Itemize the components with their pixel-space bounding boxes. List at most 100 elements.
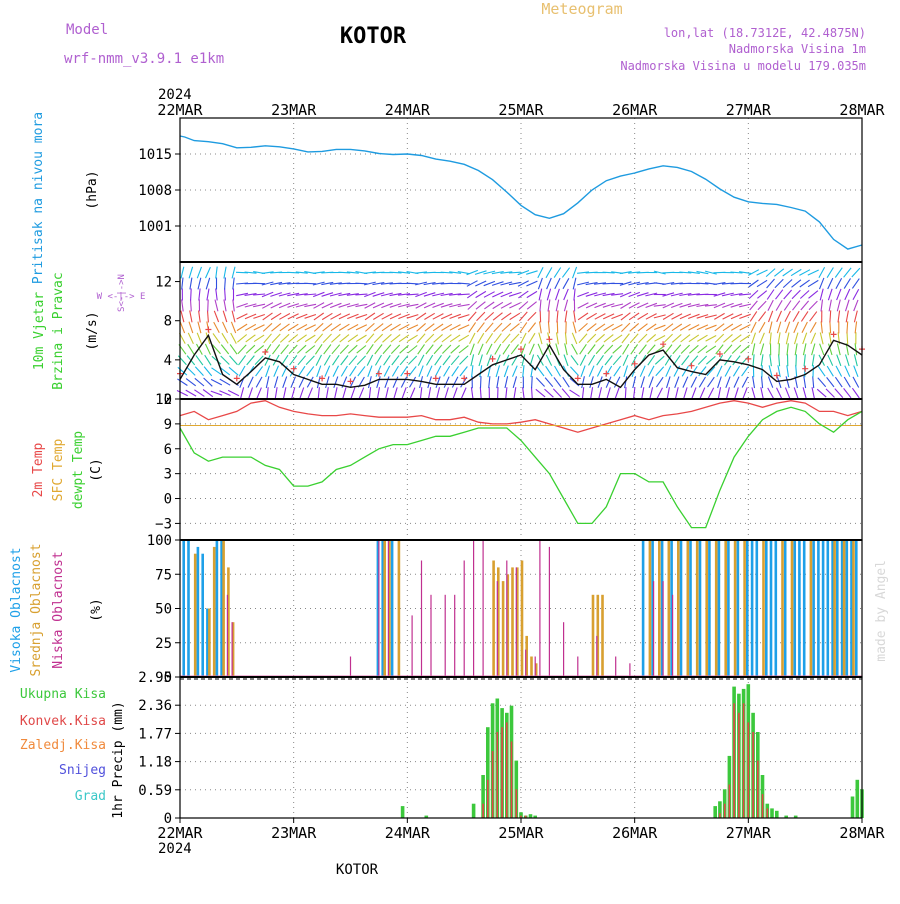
wind-arrow <box>750 311 757 321</box>
wind-arrow <box>706 356 715 364</box>
wind-arrow <box>452 366 459 376</box>
y-tick-label: 25 <box>155 636 172 652</box>
wind-arrow <box>393 377 398 388</box>
wind-arrow <box>349 356 357 365</box>
wind-arrow <box>247 356 255 365</box>
wind-arrow <box>523 365 524 377</box>
wind-arrow <box>623 344 629 354</box>
wind-arrow <box>538 278 542 289</box>
y-tick-label: 3 <box>164 467 172 483</box>
wind-arrow <box>614 366 621 376</box>
wind-arrow <box>416 313 426 320</box>
wind-arrow <box>801 311 808 321</box>
wind-arrow <box>625 387 626 399</box>
wind-arrow <box>256 377 262 388</box>
wind-arrow <box>391 345 399 354</box>
wind-arrow <box>503 344 510 354</box>
time-label-bottom: 25MAR <box>498 824 544 842</box>
wind-arrow <box>557 332 559 344</box>
y-tick-label: 4 <box>164 353 172 369</box>
wind-arrow <box>655 336 666 342</box>
station-title: KOTOR <box>340 24 407 49</box>
wind-arrow <box>528 312 536 321</box>
cloud-bar <box>563 622 564 677</box>
cloud-bar <box>746 540 749 677</box>
cloud-bar <box>843 540 846 677</box>
wind-arrow <box>809 301 817 310</box>
wind-arrow <box>257 388 262 399</box>
wind-arrow <box>742 366 749 376</box>
pressure-label: Pritisak na nivou mora <box>31 112 46 284</box>
meteogram-label: Meteogram <box>541 0 622 18</box>
wind-arrow <box>399 335 409 342</box>
wind-arrow <box>290 355 297 365</box>
cloud-bar <box>592 595 595 677</box>
wind-arrow <box>786 322 790 333</box>
wind-arrow <box>757 291 766 299</box>
wind-arrow <box>493 313 502 321</box>
wind-arrow <box>408 346 417 354</box>
cloud-bar <box>391 540 394 677</box>
wind-arrow <box>556 300 559 312</box>
wind-arrow <box>502 323 511 331</box>
wind-arrow <box>504 366 508 377</box>
wind-arrow <box>837 355 841 366</box>
wind-arrow <box>511 334 519 343</box>
wind-arrow <box>205 344 210 355</box>
wind-arrow <box>478 344 483 355</box>
time-label-top: 23MAR <box>271 101 317 119</box>
wind-arrow <box>383 345 391 354</box>
precip-bar <box>748 722 750 818</box>
wind-arrow <box>494 334 501 344</box>
wind-arrow <box>190 278 192 290</box>
wind-arrow <box>740 335 750 342</box>
wind-arrow <box>510 313 520 319</box>
wind-arrow <box>407 283 419 284</box>
wind-arrow <box>197 333 201 344</box>
wind-arrow <box>708 377 715 387</box>
wind-arrow <box>453 388 457 399</box>
wind-gust-marker <box>689 363 695 369</box>
wind-arrow <box>588 345 595 355</box>
wind-arrow <box>574 289 575 301</box>
wind-arrow <box>182 278 183 290</box>
wind-arrow <box>445 387 449 399</box>
wind-arrow <box>762 376 763 388</box>
wind-arrow <box>547 278 552 289</box>
wind-arrow <box>706 346 716 353</box>
wind-arrow <box>828 278 833 289</box>
wind-arrow <box>820 333 823 345</box>
wind-arrow <box>830 321 831 333</box>
y-tick-label: 1.77 <box>138 726 172 742</box>
wind-arrow <box>425 334 434 343</box>
cloud-bar <box>525 650 526 677</box>
wind-arrow <box>854 311 857 323</box>
wind-arrow <box>622 334 630 343</box>
y-tick-label: 1008 <box>138 183 172 199</box>
cloud-bar <box>852 540 855 677</box>
wind-arrow <box>639 345 646 354</box>
cloud-bar <box>658 540 661 677</box>
wind-arrow <box>359 388 364 399</box>
wind-arrow <box>750 301 758 310</box>
wind-arrow <box>478 333 484 343</box>
wind-arrow <box>230 344 237 354</box>
wind-arrow <box>733 366 739 376</box>
wind-arrow <box>314 323 323 331</box>
wind-arrow <box>565 311 567 323</box>
cloud-bar <box>535 657 536 678</box>
wind-arrow <box>283 377 287 388</box>
wind-arrow <box>573 267 577 278</box>
cloud-bar <box>687 540 690 677</box>
wind-arrow <box>774 269 783 277</box>
wind-arrow <box>523 387 525 399</box>
wind-arrow <box>306 346 315 354</box>
wind-arrow <box>801 301 809 310</box>
precip-bar <box>856 780 860 818</box>
wind-arrow <box>647 334 656 342</box>
wind-arrow <box>835 268 842 278</box>
wind-arrow <box>581 366 585 377</box>
cloud-bar <box>194 554 197 677</box>
wind-arrow <box>804 354 805 366</box>
